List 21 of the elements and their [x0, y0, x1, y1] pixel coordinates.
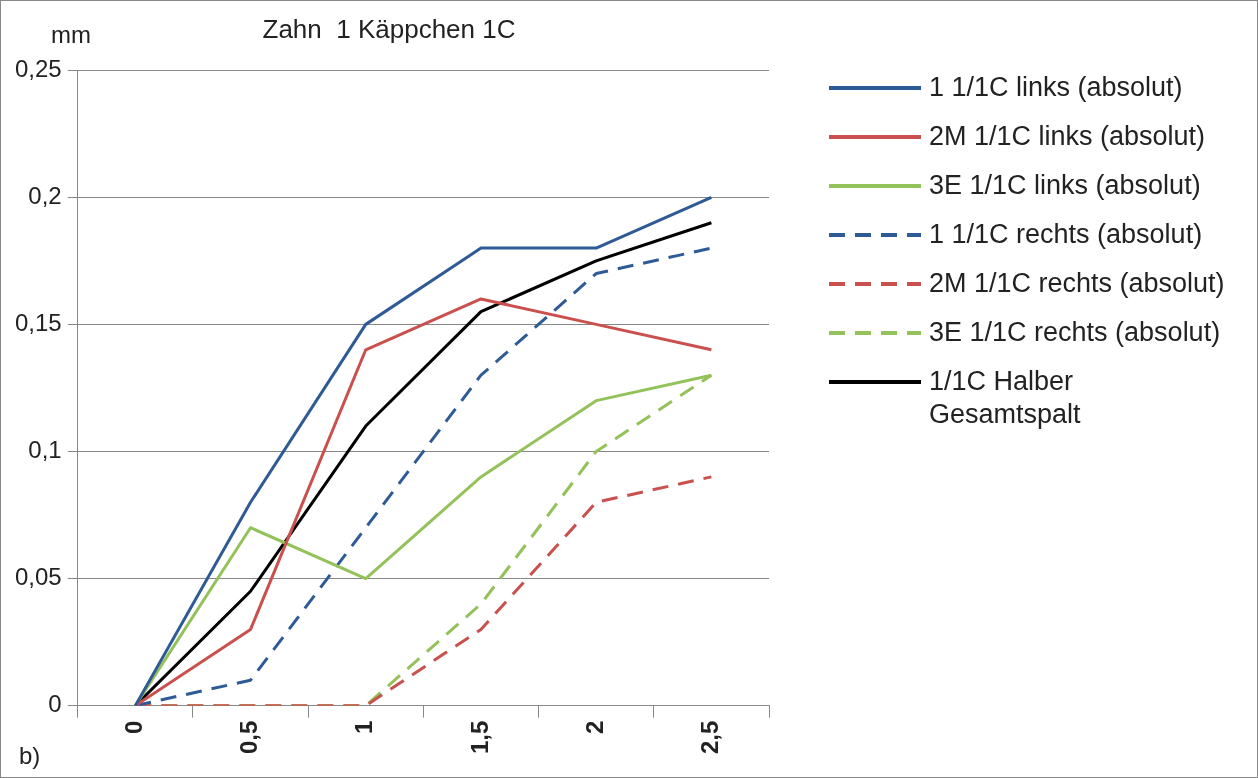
x-tick-label: 2,5 [696, 720, 724, 755]
y-axis-title: mm [51, 20, 91, 48]
chart-title: Zahn 1 Käppchen 1C [262, 13, 516, 44]
legend-label: 2M 1/1C rechts (absolut) [929, 267, 1226, 300]
y-tick-label: 0,05 [14, 563, 62, 591]
y-tick-label: 0,25 [14, 54, 62, 82]
x-tick-label: 1,5 [465, 720, 493, 755]
x-tick-label: 1 [350, 720, 378, 734]
legend-label: 2M 1/1C links (absolut) [929, 120, 1207, 153]
legend-label: 1 1/1C links (absolut) [929, 71, 1184, 104]
legend-label: 3E 1/1C links (absolut) [929, 169, 1202, 202]
text: b) [19, 741, 41, 769]
x-tick-label: 0 [119, 720, 147, 734]
legend-label: 1/1C Halber Gesamtspalt [929, 365, 1082, 431]
legend-label: 1 1/1C rechts (absolut) [929, 218, 1204, 251]
legend-label: 3E 1/1C rechts (absolut) [929, 316, 1222, 349]
y-tick-label: 0,2 [28, 181, 62, 209]
y-tick-label: 0,15 [14, 309, 62, 336]
y-tick-label: 0,1 [28, 436, 62, 464]
x-tick-label: 2 [580, 720, 608, 734]
x-tick-label: 0,5 [235, 720, 263, 755]
